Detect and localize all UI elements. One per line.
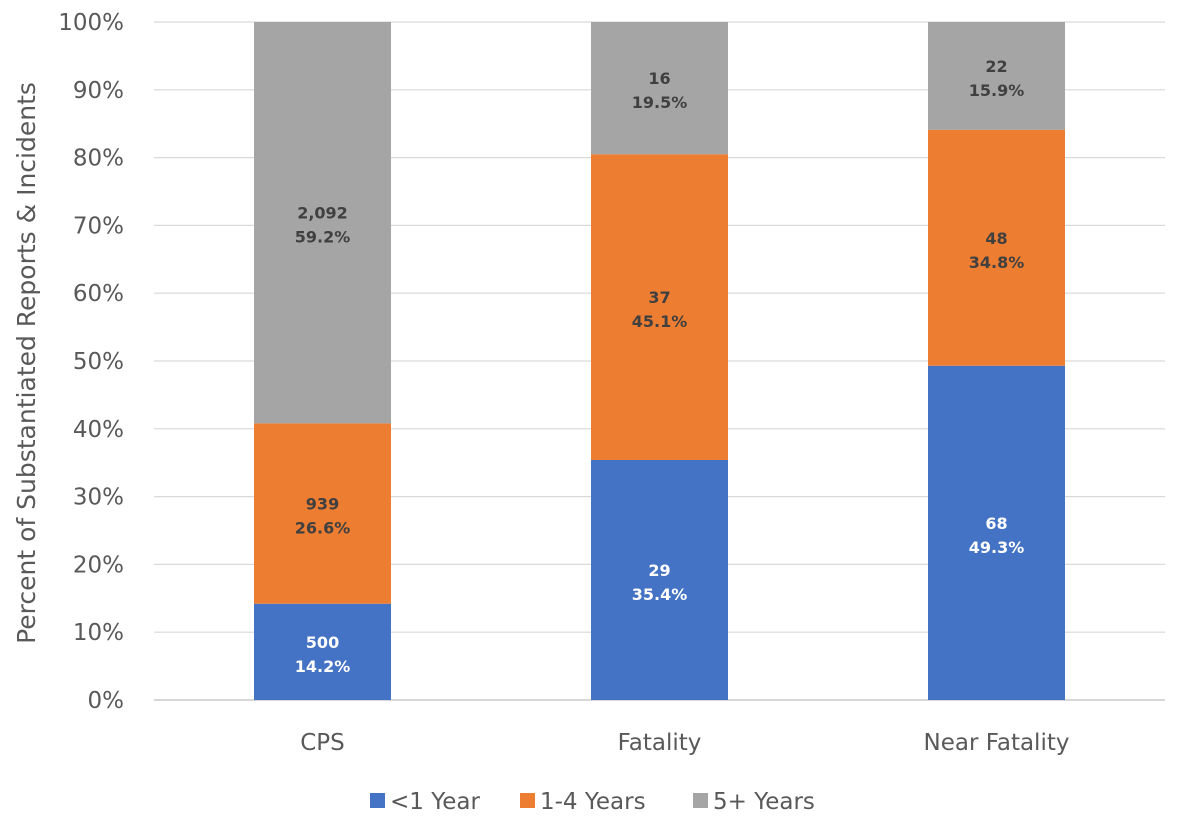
y-tick-label: 30% (73, 485, 124, 511)
y-tick-label: 70% (73, 213, 124, 239)
y-tick-label: 50% (73, 349, 124, 375)
legend-swatch (693, 793, 708, 808)
data-label-percent: 35.4% (632, 585, 688, 604)
data-label-count: 2,092 (297, 204, 348, 223)
bar-near-fatality-series-0 (928, 365, 1065, 700)
x-category-label: Near Fatality (924, 730, 1070, 756)
data-label-count: 939 (306, 495, 339, 514)
y-axis-ticks: 0% 10% 20% 30% 40% 50% 60% 70% 80% 90% 100% (58, 10, 124, 714)
data-label-percent: 45.1% (632, 312, 688, 331)
legend-swatch (520, 793, 535, 808)
y-tick-label: 0% (88, 688, 125, 714)
y-tick-label: 80% (73, 146, 124, 172)
bar-cps-series-0 (254, 603, 391, 700)
legend-swatch (370, 793, 385, 808)
legend-entry: <1 Year (390, 789, 480, 815)
data-label-percent: 49.3% (969, 538, 1025, 557)
data-label-percent: 19.5% (632, 93, 688, 112)
legend-entry: 1-4 Years (540, 789, 646, 815)
x-category-label: CPS (300, 730, 345, 756)
y-tick-label: 40% (73, 417, 124, 443)
y-tick-label: 20% (73, 552, 124, 578)
data-label-percent: 26.6% (295, 519, 351, 538)
x-category-label: Fatality (618, 730, 702, 756)
data-label-count: 22 (985, 57, 1007, 76)
data-label-count: 29 (648, 561, 670, 580)
data-label-percent: 14.2% (295, 657, 351, 676)
data-label-count: 48 (985, 229, 1007, 248)
bar-fatality-series-2 (591, 22, 728, 155)
legend: <1 Year 1-4 Years 5+ Years (370, 789, 815, 815)
bar-fatality-series-0 (591, 459, 728, 700)
data-label-count: 16 (648, 69, 670, 88)
data-label-percent: 15.9% (969, 81, 1025, 100)
bar-near-fatality-series-2 (928, 22, 1065, 130)
data-label-count: 68 (985, 514, 1007, 533)
data-labels: 500 14.2% 939 26.6% 2,092 59.2% 29 35.4% 37 45.1%… (295, 57, 1025, 676)
y-axis-title: Percent of Substantiated Reports & Incid… (12, 82, 41, 644)
x-axis-categories: CPS Fatality Near Fatality (300, 730, 1069, 756)
y-tick-label: 60% (73, 281, 124, 307)
data-label-percent: 59.2% (295, 228, 351, 247)
data-label-percent: 34.8% (969, 253, 1025, 272)
data-label-count: 500 (306, 633, 339, 652)
bar-cps-series-1 (254, 423, 391, 604)
bar-cps-series-2 (254, 22, 391, 424)
y-tick-label: 10% (73, 620, 124, 646)
y-tick-label: 90% (73, 78, 124, 104)
bar-fatality-series-1 (591, 154, 728, 460)
data-label-count: 37 (648, 288, 670, 307)
y-tick-label: 100% (58, 10, 124, 36)
bar-near-fatality-series-1 (928, 129, 1065, 366)
legend-entry: 5+ Years (713, 789, 815, 815)
bars (254, 22, 1065, 700)
